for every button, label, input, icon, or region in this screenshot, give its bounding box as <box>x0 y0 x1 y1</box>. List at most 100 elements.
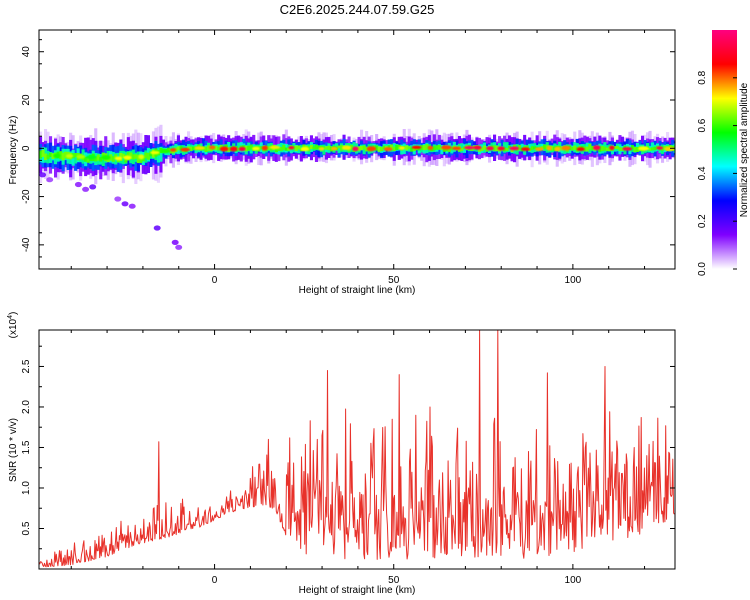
spectrogram-cell <box>460 143 464 153</box>
spectrogram-cell <box>435 145 439 150</box>
spectrogram-cell <box>505 147 509 151</box>
spectrogram-cell <box>613 146 617 149</box>
spectrogram-cell <box>237 147 241 151</box>
spectrogram-hot-spot <box>427 145 434 150</box>
snr-multiplier-exp: 4 <box>7 315 14 319</box>
spectrogram-cell <box>179 146 183 150</box>
spectrogram-cell <box>585 146 589 152</box>
spectrogram-cell <box>590 146 594 151</box>
spectrogram-hot-spot <box>76 154 86 159</box>
spectrogram-patch <box>82 186 90 192</box>
spectrogram-cell <box>633 146 637 152</box>
spectrogram-hot-spot <box>123 155 132 160</box>
spectrogram-hot-spot <box>269 145 281 150</box>
spectrogram-cell <box>663 145 667 150</box>
spectrogram-cell <box>615 146 619 149</box>
spectrogram-hot-spot <box>318 147 325 151</box>
spectrogram-cell <box>605 147 609 152</box>
spectrogram-cell <box>578 145 582 149</box>
spectrogram-cell <box>259 146 263 150</box>
spectrogram-patch <box>153 225 161 231</box>
spectrogram-hot-spot <box>252 146 260 151</box>
spectrogram-cell <box>61 152 65 161</box>
spectrogram-hot-spot <box>622 147 633 151</box>
spectrogram-cell <box>146 152 150 160</box>
spectrogram-patch <box>74 181 82 188</box>
spectrogram-frame <box>38 29 676 270</box>
spectrogram-cell <box>267 146 271 150</box>
spectrogram-cell <box>189 146 193 151</box>
colorbar-tick-label: 0.2 <box>697 214 708 228</box>
spectrogram-hot-spot <box>138 154 145 160</box>
spectrogram-hot-spot <box>383 147 393 152</box>
spectrogram-cell <box>340 145 344 151</box>
x-tick-label: 50 <box>388 575 400 586</box>
spectrogram-hot-spot <box>229 146 238 152</box>
spectrogram-cell <box>618 147 622 151</box>
spectrogram-cell <box>337 145 341 149</box>
spectrogram-cell <box>437 145 441 150</box>
spectrogram-patch <box>89 184 97 190</box>
spectrogram-cell <box>360 146 364 151</box>
y-tick-label: 1.5 <box>21 440 32 454</box>
spectrogram-hot-spot <box>464 146 475 150</box>
spectrogram-cell <box>227 147 231 152</box>
spectrogram-hot-spot <box>638 146 650 151</box>
spectrogram-cell <box>46 154 50 159</box>
spectrogram-cell <box>129 152 133 160</box>
spectrogram-cell <box>209 148 213 151</box>
spectrogram-patch <box>46 177 54 183</box>
spectrogram-cell <box>207 145 211 151</box>
snr-axes: 0 50 100 0.5 1.0 1.5 2.0 2.5 <box>21 330 675 586</box>
y-tick-label: 40 <box>21 46 32 58</box>
spectrogram-cell <box>550 146 554 151</box>
spectrogram-hot-spot <box>160 149 171 154</box>
spectrogram-cell <box>111 156 115 162</box>
spectrogram-cell <box>44 153 48 161</box>
spectrogram-cell <box>375 145 379 151</box>
spectrogram-hot-spot <box>561 145 571 151</box>
snr-multiplier-base: (x10 <box>8 318 19 338</box>
spectrogram-cell <box>51 153 55 159</box>
spectrogram-cell <box>134 154 138 159</box>
spectrogram-hot-spot <box>288 146 295 150</box>
spectrogram-ylabel: Frequency (Hz) <box>8 116 19 185</box>
spectrogram-hot-spot <box>180 147 191 152</box>
spectrogram-hot-spot <box>300 146 310 152</box>
spectrogram-cell <box>422 145 426 151</box>
colorbar-tick-label: 0.6 <box>697 118 708 132</box>
spectrogram-cell <box>362 145 366 150</box>
spectrogram-cell <box>540 146 544 149</box>
spectrogram-cell <box>503 147 507 152</box>
spectrogram-cell <box>505 142 509 153</box>
spectrogram-cell <box>309 144 313 150</box>
spectrogram-cell <box>447 147 451 152</box>
spectrogram-hot-spot <box>546 145 552 151</box>
spectrogram-xlabel: Height of straight line (km) <box>299 285 416 296</box>
spectrogram-cell <box>121 153 125 158</box>
snr-ylabel: SNR (10 * v/v) <box>8 418 19 482</box>
colorbar-ticks: 0.0 0.2 0.4 0.6 0.8 <box>697 70 737 276</box>
spectrogram-cell <box>149 151 153 157</box>
spectrogram-hot-spot <box>398 146 405 150</box>
spectrogram-cell <box>518 145 522 151</box>
spectrogram-cell <box>314 144 318 150</box>
colorbar-label: Normalized spectral amplitude <box>739 82 750 217</box>
spectrogram-cell <box>237 142 241 152</box>
spectrogram-cell <box>136 154 140 164</box>
spectrogram-panel: 0 50 100 40 20 0 -20 -40 Height of straight lin… <box>8 29 676 296</box>
spectrogram-hot-spot <box>609 145 615 151</box>
spectrogram-cell <box>648 147 652 151</box>
spectrogram-cell <box>284 147 288 151</box>
spectrogram-scatter <box>39 172 183 250</box>
y-tick-label: 20 <box>21 94 32 106</box>
chart-title: C2E6.2025.244.07.59.G25 <box>280 2 435 17</box>
spectrogram-image <box>39 124 675 250</box>
spectrogram-hot-spot <box>534 147 544 151</box>
spectrogram-cell <box>274 147 278 153</box>
amplitude-colorbar: 0.0 0.2 0.4 0.6 0.8 Normalized spectral ampl… <box>697 30 750 276</box>
snr-multiplier: (x104) <box>7 312 19 339</box>
spectrogram-cell <box>460 148 464 151</box>
y-tick-label: -20 <box>21 189 32 204</box>
spectrogram-hot-spot <box>66 154 74 158</box>
